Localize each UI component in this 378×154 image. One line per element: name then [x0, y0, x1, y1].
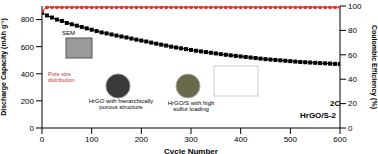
html-text:HrGO/S with high sulfur loadin: HrGO/S with high sulfur loading [167, 100, 215, 113]
svg-text:200: 200 [21, 97, 35, 106]
svg-text:Discharge Capacity (mAh g⁻¹): Discharge Capacity (mAh g⁻¹) [8, 18, 9, 116]
svg-text:600: 600 [333, 135, 347, 144]
svg-text:20: 20 [348, 99, 357, 108]
svg-text:300: 300 [184, 135, 198, 144]
svg-text:0: 0 [40, 135, 45, 144]
svg-text:800: 800 [21, 15, 35, 24]
svg-text:100: 100 [85, 135, 99, 144]
svg-text:0: 0 [348, 124, 353, 133]
svg-text:40: 40 [348, 75, 357, 84]
svg-text:200: 200 [135, 135, 149, 144]
html-text:2C: 2C [330, 99, 341, 108]
html-text:HrGO/S-2: HrGO/S-2 [300, 111, 336, 120]
svg-text:100: 100 [348, 2, 362, 11]
svg-text:500: 500 [284, 135, 298, 144]
html-text:HrGO with hierarchically porou: HrGO with hierarchically porous structur… [88, 98, 154, 111]
svg-text:60: 60 [348, 51, 357, 60]
svg-text:400: 400 [21, 70, 35, 79]
svg-text:400: 400 [234, 135, 248, 144]
html-text:SEM: SEM [62, 30, 75, 36]
svg-text:Coulombic Efficiency (%): Coulombic Efficiency (%) [370, 25, 371, 109]
svg-text:80: 80 [348, 26, 357, 35]
html-text:Pore size distribution: Pore size distribution [48, 71, 75, 83]
svg-text:Cycle Number: Cycle Number [164, 147, 218, 154]
svg-text:0: 0 [30, 124, 35, 133]
svg-text:600: 600 [21, 43, 35, 52]
